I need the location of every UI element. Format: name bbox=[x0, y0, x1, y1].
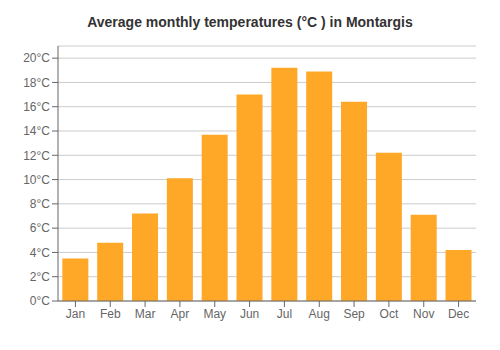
svg-text:May: May bbox=[203, 307, 226, 321]
svg-text:Jan: Jan bbox=[66, 307, 85, 321]
svg-text:Oct: Oct bbox=[380, 307, 399, 321]
svg-text:Feb: Feb bbox=[100, 307, 121, 321]
svg-text:Sep: Sep bbox=[343, 307, 365, 321]
svg-text:18°C: 18°C bbox=[23, 76, 50, 90]
svg-text:4°C: 4°C bbox=[30, 246, 50, 260]
svg-text:Dec: Dec bbox=[448, 307, 469, 321]
svg-text:12°C: 12°C bbox=[23, 149, 50, 163]
svg-text:Apr: Apr bbox=[171, 307, 190, 321]
svg-text:Jul: Jul bbox=[277, 307, 292, 321]
svg-text:2°C: 2°C bbox=[30, 270, 50, 284]
svg-text:6°C: 6°C bbox=[30, 221, 50, 235]
svg-text:8°C: 8°C bbox=[30, 197, 50, 211]
html-text:Average monthly temperatures (: Average monthly temperatures (°C ) in Mo… bbox=[87, 14, 413, 30]
svg-text:Nov: Nov bbox=[413, 307, 434, 321]
svg-text:0°C: 0°C bbox=[30, 294, 50, 308]
svg-text:20°C: 20°C bbox=[23, 51, 50, 65]
svg-text:Mar: Mar bbox=[135, 307, 156, 321]
svg-text:Aug: Aug bbox=[309, 307, 330, 321]
svg-text:14°C: 14°C bbox=[23, 124, 50, 138]
svg-text:16°C: 16°C bbox=[23, 100, 50, 114]
svg-text:10°C: 10°C bbox=[23, 173, 50, 187]
svg-text:Jun: Jun bbox=[240, 307, 259, 321]
